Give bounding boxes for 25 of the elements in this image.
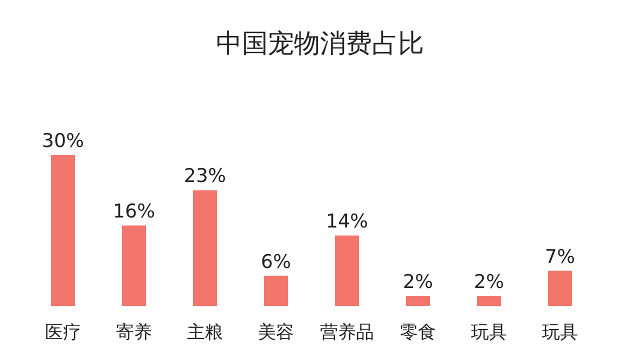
data-label: 23% <box>184 165 226 188</box>
x-tick-label: 寄养 <box>116 322 152 343</box>
x-tick-label: 美容 <box>258 322 294 343</box>
bar <box>477 296 501 306</box>
x-tick-label: 零食 <box>400 322 436 343</box>
data-label: 30% <box>42 130 84 152</box>
data-label: 2% <box>474 270 504 293</box>
bar <box>548 270 572 306</box>
x-tick-label: 玩具 <box>471 322 507 343</box>
chart-title: 中国宠物消费占比 <box>216 29 424 59</box>
bar <box>193 190 217 306</box>
x-tick-label: 营养品 <box>320 322 374 343</box>
bar <box>51 155 75 306</box>
data-label: 16% <box>112 200 156 222</box>
data-label: 2% <box>402 270 434 293</box>
data-label: 6% <box>260 250 292 273</box>
data-label: 7% <box>544 246 576 268</box>
bar <box>264 276 288 306</box>
bar <box>122 225 146 306</box>
x-tick-label: 主粮 <box>187 322 223 343</box>
x-tick-label: 医疗 <box>45 322 81 343</box>
bar <box>406 296 430 306</box>
bar <box>335 236 359 306</box>
x-tick-label: 玩具 <box>542 322 578 343</box>
data-label: 14% <box>326 210 368 233</box>
